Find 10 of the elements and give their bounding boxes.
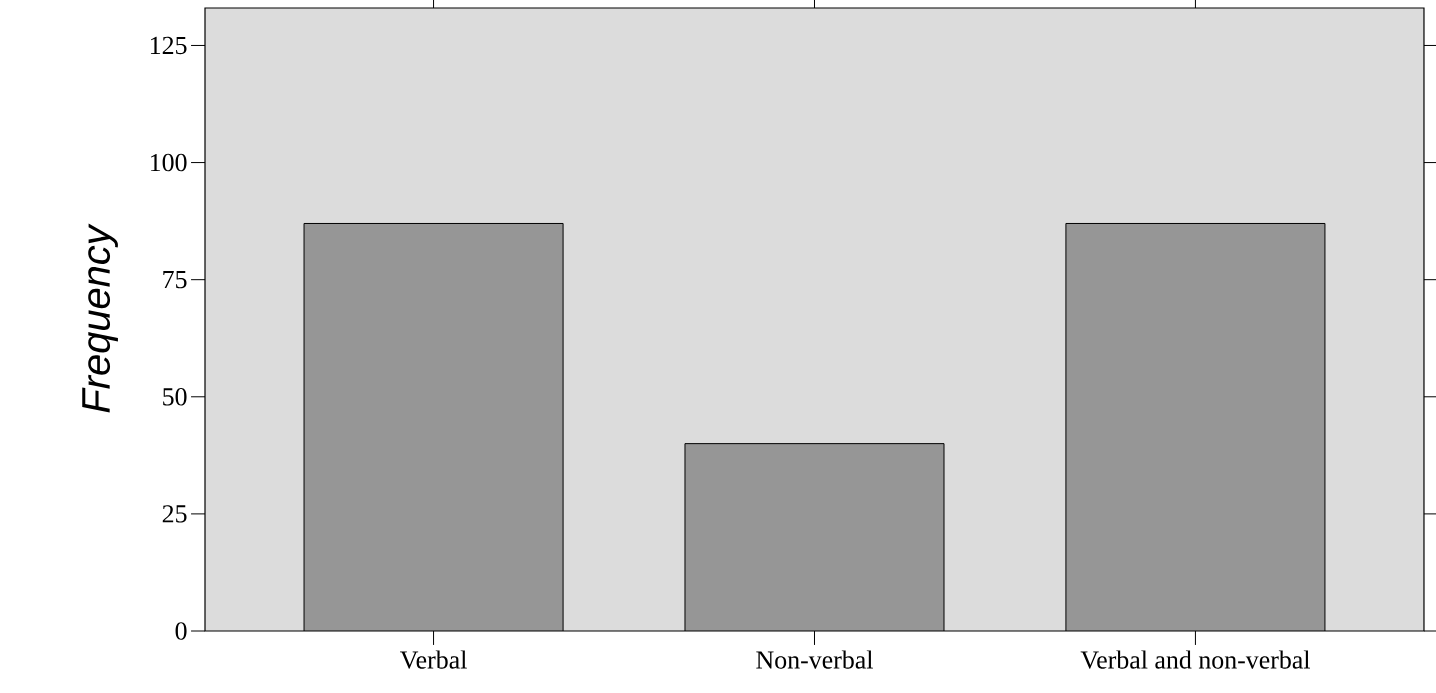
y-tick-label: 50 <box>163 388 187 406</box>
y-tick-label: 25 <box>162 505 187 523</box>
y-tick-label: 125 <box>150 36 187 55</box>
x-tick-label: Verbal <box>400 650 467 669</box>
y-tick-label: 100 <box>150 153 187 172</box>
x-tick-label: Verbal and non-verbal <box>1080 650 1310 669</box>
y-tick-label: 75 <box>163 271 187 289</box>
x-tick-label: Non-verbal <box>756 650 873 669</box>
y-tick-label: 0 <box>175 622 187 640</box>
y-axis-title: Frequency <box>82 223 118 413</box>
